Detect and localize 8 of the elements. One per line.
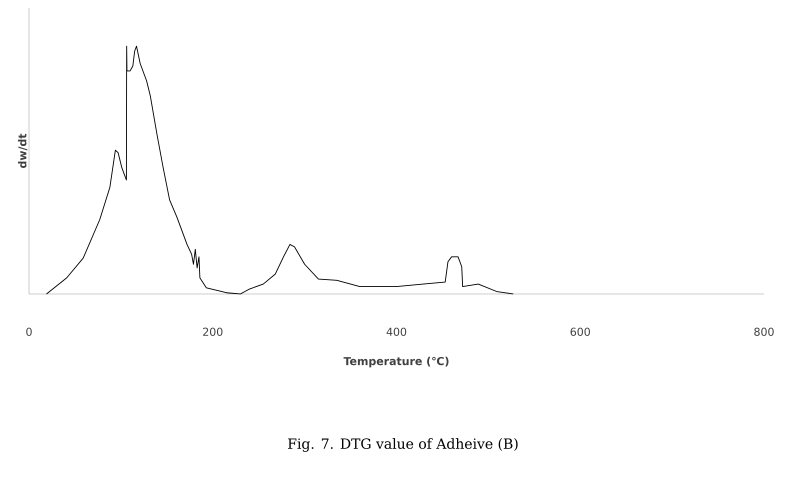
x-tick-label: 200 [203,328,222,336]
y-axis-title: dw/dt [18,134,28,168]
x-tick-label: 400 [386,328,406,336]
x-tick-label: 0 [26,328,32,336]
x-tick-label: 800 [754,328,774,336]
caption: Fig. 7. DTG value of Adheive (B) [288,438,518,452]
x-axis-title: Temperature (℃) [344,356,449,368]
x-tick-label: 600 [570,328,590,336]
